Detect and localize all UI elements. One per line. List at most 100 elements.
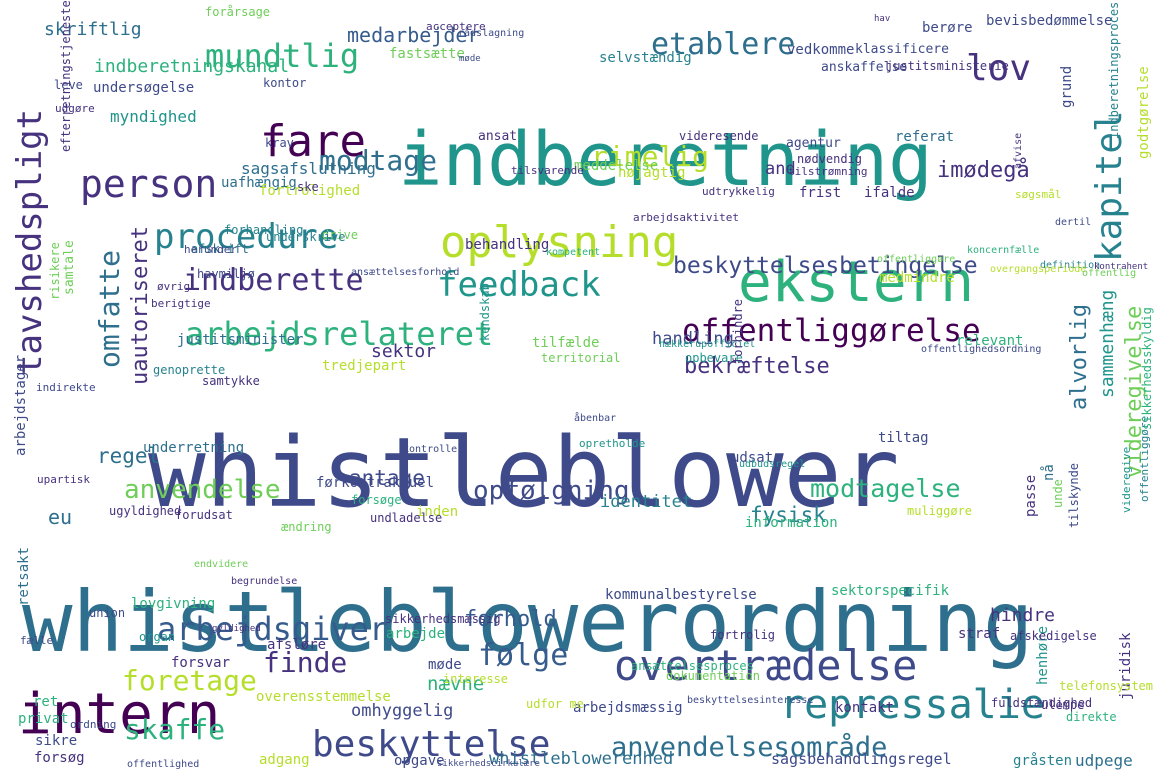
cloud-word: krav [265, 136, 294, 150]
cloud-word: ansættelsesproces [631, 659, 754, 673]
cloud-word: kommunalbestyrelse [605, 587, 757, 603]
cloud-word: bevisbedømmelse [986, 13, 1113, 29]
cloud-word: ansættelsesforhold [351, 267, 460, 278]
cloud-word: kendskab [478, 283, 492, 341]
cloud-word: fortrolig [710, 628, 776, 642]
cloud-word: afvise [1013, 132, 1024, 169]
cloud-word: opretholde [579, 437, 646, 450]
cloud-word: anvendelse [124, 475, 281, 505]
cloud-word: udfor me [526, 697, 584, 711]
cloud-word: dokumentation [666, 669, 760, 683]
cloud-word: muliggøre [907, 504, 973, 518]
cloud-word: indberetningskanal [94, 56, 290, 77]
cloud-word: whistleblowerenhed [489, 749, 674, 769]
cloud-word: ifalde [864, 185, 915, 201]
cloud-word: bekræftelse [684, 354, 830, 379]
cloud-word: regel [97, 444, 161, 468]
cloud-word: indberetningsproces [1107, 2, 1121, 140]
cloud-word: udsat [731, 450, 774, 466]
cloud-word: indberetning [398, 117, 933, 203]
cloud-word: beskyttelsesbetingelse [673, 253, 978, 279]
cloud-word: godtgørelse [1136, 66, 1152, 159]
cloud-word: udtrykkelig [702, 185, 775, 198]
cloud-word: selvstændig [599, 50, 692, 66]
cloud-word: agentur [786, 136, 841, 151]
cloud-word: arbejdsgiver [157, 610, 389, 648]
cloud-word: myndighed [110, 107, 197, 126]
cloud-word: gråsten [1013, 753, 1073, 769]
cloud-word: fysisk [750, 503, 826, 527]
cloud-word: upartisk [37, 473, 90, 486]
cloud-word: referat [895, 129, 955, 145]
cloud-word: organ [139, 630, 176, 644]
cloud-word: berigtige [151, 297, 211, 310]
cloud-word: kompetent [546, 247, 601, 258]
cloud-word: omhyggelig [351, 701, 454, 721]
cloud-word: fastsætte [389, 46, 465, 62]
cloud-word: oplysning [440, 217, 679, 268]
cloud-word: efterretningstjeneste [59, 0, 73, 152]
cloud-word: skriftlig [44, 19, 142, 40]
cloud-word: inden [416, 504, 459, 520]
cloud-word: tilfælde [532, 335, 600, 351]
cloud-word: vedkomme [787, 42, 855, 58]
cloud-word: sikkerhedsmæssig [385, 612, 501, 626]
cloud-word: person [80, 162, 218, 206]
cloud-word: åbenbar [574, 413, 617, 424]
cloud-word: ret [33, 694, 59, 710]
cloud-word: retsakt [16, 546, 32, 606]
cloud-word: ekstern [738, 250, 975, 315]
cloud-word: sagsafslutning [241, 159, 376, 178]
cloud-word: fare [260, 116, 366, 167]
cloud-word: opbevare [685, 351, 743, 365]
cloud-word: overensstemmelse [256, 689, 391, 705]
cloud-word: underretning [143, 440, 245, 456]
cloud-word: lov [966, 48, 1032, 89]
cloud-word: passe [1023, 474, 1039, 517]
cloud-word: medarbejder [347, 23, 480, 47]
cloud-word: forhandling [224, 223, 304, 237]
cloud-word: behandling [465, 237, 550, 253]
cloud-word: feedback [437, 265, 601, 305]
cloud-word: modtagelse [810, 474, 961, 503]
cloud-word: antage [349, 466, 425, 490]
cloud-word: underskrive [266, 230, 346, 244]
cloud-word: videregive [1120, 446, 1133, 513]
cloud-word: offentliggøre [877, 254, 956, 265]
cloud-word: identitet [600, 492, 693, 512]
cloud-word: lovgivning [131, 596, 216, 612]
cloud-word: frist [799, 185, 842, 201]
cloud-word: følge [478, 638, 569, 673]
cloud-word: whistleblower [148, 417, 900, 529]
cloud-word: rimelig [591, 140, 710, 173]
cloud-word: arbejdstager [13, 354, 29, 456]
cloud-word: straf [958, 626, 1001, 642]
cloud-word: omfatte [93, 249, 126, 368]
cloud-word: interesse [443, 672, 509, 686]
cloud-word: sagsbehandlingsregel [771, 750, 952, 768]
cloud-word: møde [428, 657, 462, 673]
cloud-word: afsløre [267, 637, 327, 653]
cloud-word: intern [18, 682, 221, 747]
cloud-word: fuldstændighed [991, 696, 1093, 710]
cloud-word: tiltag [878, 430, 929, 446]
cloud-word: herunder [184, 243, 237, 256]
cloud-word: sektorspecifik [831, 583, 950, 599]
cloud-word: finde [263, 646, 348, 679]
cloud-word: undersøgelse [93, 80, 195, 96]
cloud-word: opgave [394, 753, 445, 769]
cloud-word: telefonsystem [1059, 679, 1153, 693]
cloud-word: udbudsregel [739, 459, 806, 470]
cloud-word: sikkerhedscirkulære [437, 759, 540, 769]
cloud-word: offentliggørelse [682, 313, 981, 349]
cloud-word: eu [48, 505, 73, 529]
cloud-word: fælle [20, 634, 54, 647]
cloud-word: anskaffelse [821, 60, 908, 75]
cloud-word: sikre [35, 733, 78, 749]
cloud-word: imødegå [937, 158, 1030, 183]
cloud-word: privat [18, 711, 69, 727]
cloud-word: uautoriseret [128, 226, 153, 385]
cloud-word: endvidere [194, 559, 249, 570]
cloud-word: handling [652, 329, 734, 349]
